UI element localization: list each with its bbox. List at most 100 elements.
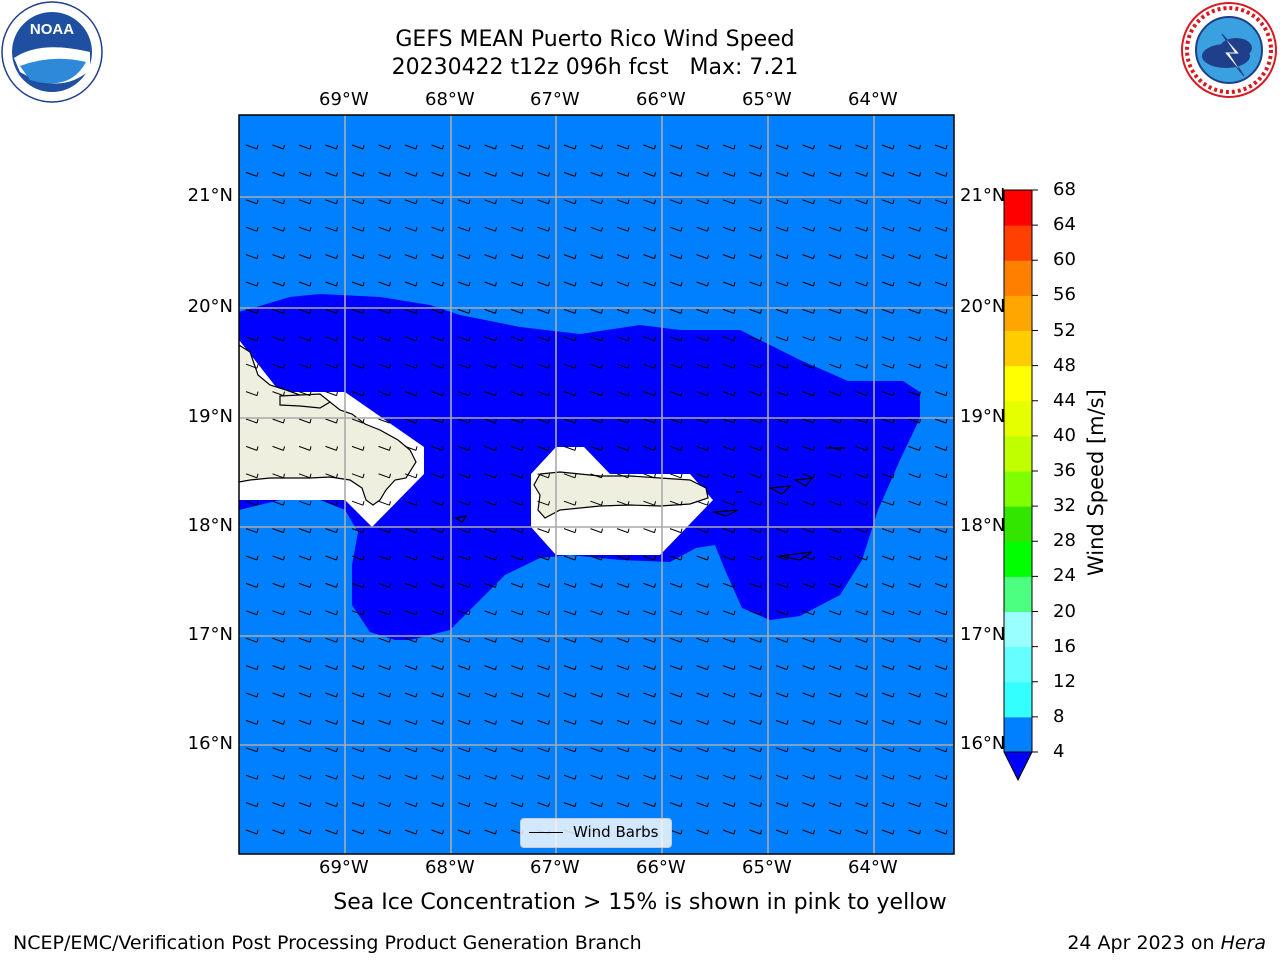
- wind-barb: [378, 692, 391, 698]
- wind-barb: [855, 144, 868, 150]
- wind-barb: [537, 500, 550, 506]
- wind-barb: [378, 500, 391, 506]
- wind-barb: [696, 774, 709, 780]
- lon-label-top: 66°W: [636, 89, 686, 110]
- colorbar-tick-label: 60: [1053, 249, 1076, 271]
- wind-barb: [510, 418, 524, 424]
- wind-barb: [457, 281, 471, 287]
- wind-barb: [457, 226, 471, 232]
- wind-barb: [616, 555, 630, 561]
- wind-barb: [431, 199, 444, 205]
- wind-barb: [537, 336, 550, 342]
- wind-barb: [934, 555, 948, 561]
- wind-barb: [298, 555, 312, 561]
- lat-label-right: 20°N: [960, 296, 1006, 317]
- wind-barb: [351, 555, 365, 561]
- wind-barb: [749, 747, 762, 753]
- lon-label-bottom: 68°W: [425, 857, 475, 878]
- wind-barb: [855, 391, 868, 397]
- wind-barb: [245, 829, 259, 835]
- wind-barb: [457, 774, 471, 780]
- wind-barb: [616, 719, 630, 725]
- wind-barb: [802, 555, 815, 561]
- wind-barb: [775, 144, 789, 150]
- colorbar-bin: [1004, 365, 1032, 402]
- wind-barb: [669, 281, 683, 287]
- wind-barb: [669, 692, 683, 698]
- wind-barb: [378, 418, 391, 424]
- wind-barb: [722, 829, 736, 835]
- wind-barb: [722, 500, 736, 506]
- wind-barb: [351, 637, 365, 643]
- wind-barb: [537, 610, 550, 616]
- wind-barb: [537, 473, 550, 479]
- wind-barb: [563, 199, 577, 205]
- wind-barb: [616, 692, 630, 698]
- wind-barb: [828, 719, 842, 725]
- wind-barb: [272, 171, 285, 177]
- wind-barb: [722, 528, 736, 534]
- wind-barb: [696, 144, 709, 150]
- wind-barb: [749, 171, 762, 177]
- wind-barb: [775, 582, 789, 588]
- wind-barb: [643, 281, 656, 287]
- wind-barb: [590, 144, 603, 150]
- wind-barb: [669, 254, 683, 260]
- wind-barb: [510, 637, 524, 643]
- wind-barb: [272, 829, 285, 835]
- lon-label-top: 67°W: [530, 89, 580, 110]
- wind-barb: [351, 582, 365, 588]
- wind-barb: [669, 418, 683, 424]
- lat-label-right: 17°N: [960, 624, 1006, 645]
- wind-barb: [855, 254, 868, 260]
- wind-barb: [563, 363, 577, 369]
- wind-barb: [245, 336, 259, 342]
- wind-barb: [775, 363, 789, 369]
- wind-barb: [908, 254, 921, 260]
- wind-barb: [431, 473, 444, 479]
- colorbar-bin: [1004, 541, 1032, 577]
- wind-barb: [404, 363, 418, 369]
- wind-barb: [484, 500, 497, 506]
- wind-barb: [828, 829, 842, 835]
- wind-barb: [722, 171, 736, 177]
- wind-barb: [908, 774, 921, 780]
- wind-barb: [298, 610, 312, 616]
- colorbar-bin: [1004, 225, 1032, 261]
- wind-barb: [669, 500, 683, 506]
- lon-label-bottom: 67°W: [530, 857, 580, 878]
- wind-barb: [351, 391, 365, 397]
- wind-barb: [431, 445, 444, 451]
- wind-barb: [351, 281, 365, 287]
- footer-right: 24 Apr 2023 on Hera: [1067, 932, 1266, 954]
- wind-barb: [643, 692, 656, 698]
- wind-barb: [749, 692, 762, 698]
- wind-barb: [802, 171, 815, 177]
- wind-barb: [722, 308, 736, 314]
- wind-barb: [298, 144, 312, 150]
- wind-barb: [510, 445, 524, 451]
- wind-barb: [484, 610, 497, 616]
- wind-barb: [378, 445, 391, 451]
- colorbar-tick-label: 48: [1053, 354, 1076, 376]
- wind-barb: [722, 802, 736, 808]
- wind-barb: [298, 226, 312, 232]
- wind-barb: [457, 610, 471, 616]
- wind-barb: [457, 665, 471, 671]
- wind-barb: [934, 774, 948, 780]
- colorbar-tick-label: 4: [1053, 741, 1065, 762]
- wind-barb: [828, 500, 842, 506]
- wind-barb: [457, 528, 471, 534]
- wind-barb: [696, 528, 709, 534]
- wind-barb: [484, 254, 497, 260]
- wind-barb: [351, 528, 365, 534]
- wind-barb: [431, 802, 444, 808]
- wind-barb: [775, 418, 789, 424]
- lat-label-left: 17°N: [187, 624, 233, 645]
- colorbar-tick-label: 64: [1053, 214, 1076, 236]
- wind-barb: [431, 363, 444, 369]
- wind-barb: [616, 226, 630, 232]
- wind-barb: [696, 171, 709, 177]
- wind-barb: [457, 582, 471, 588]
